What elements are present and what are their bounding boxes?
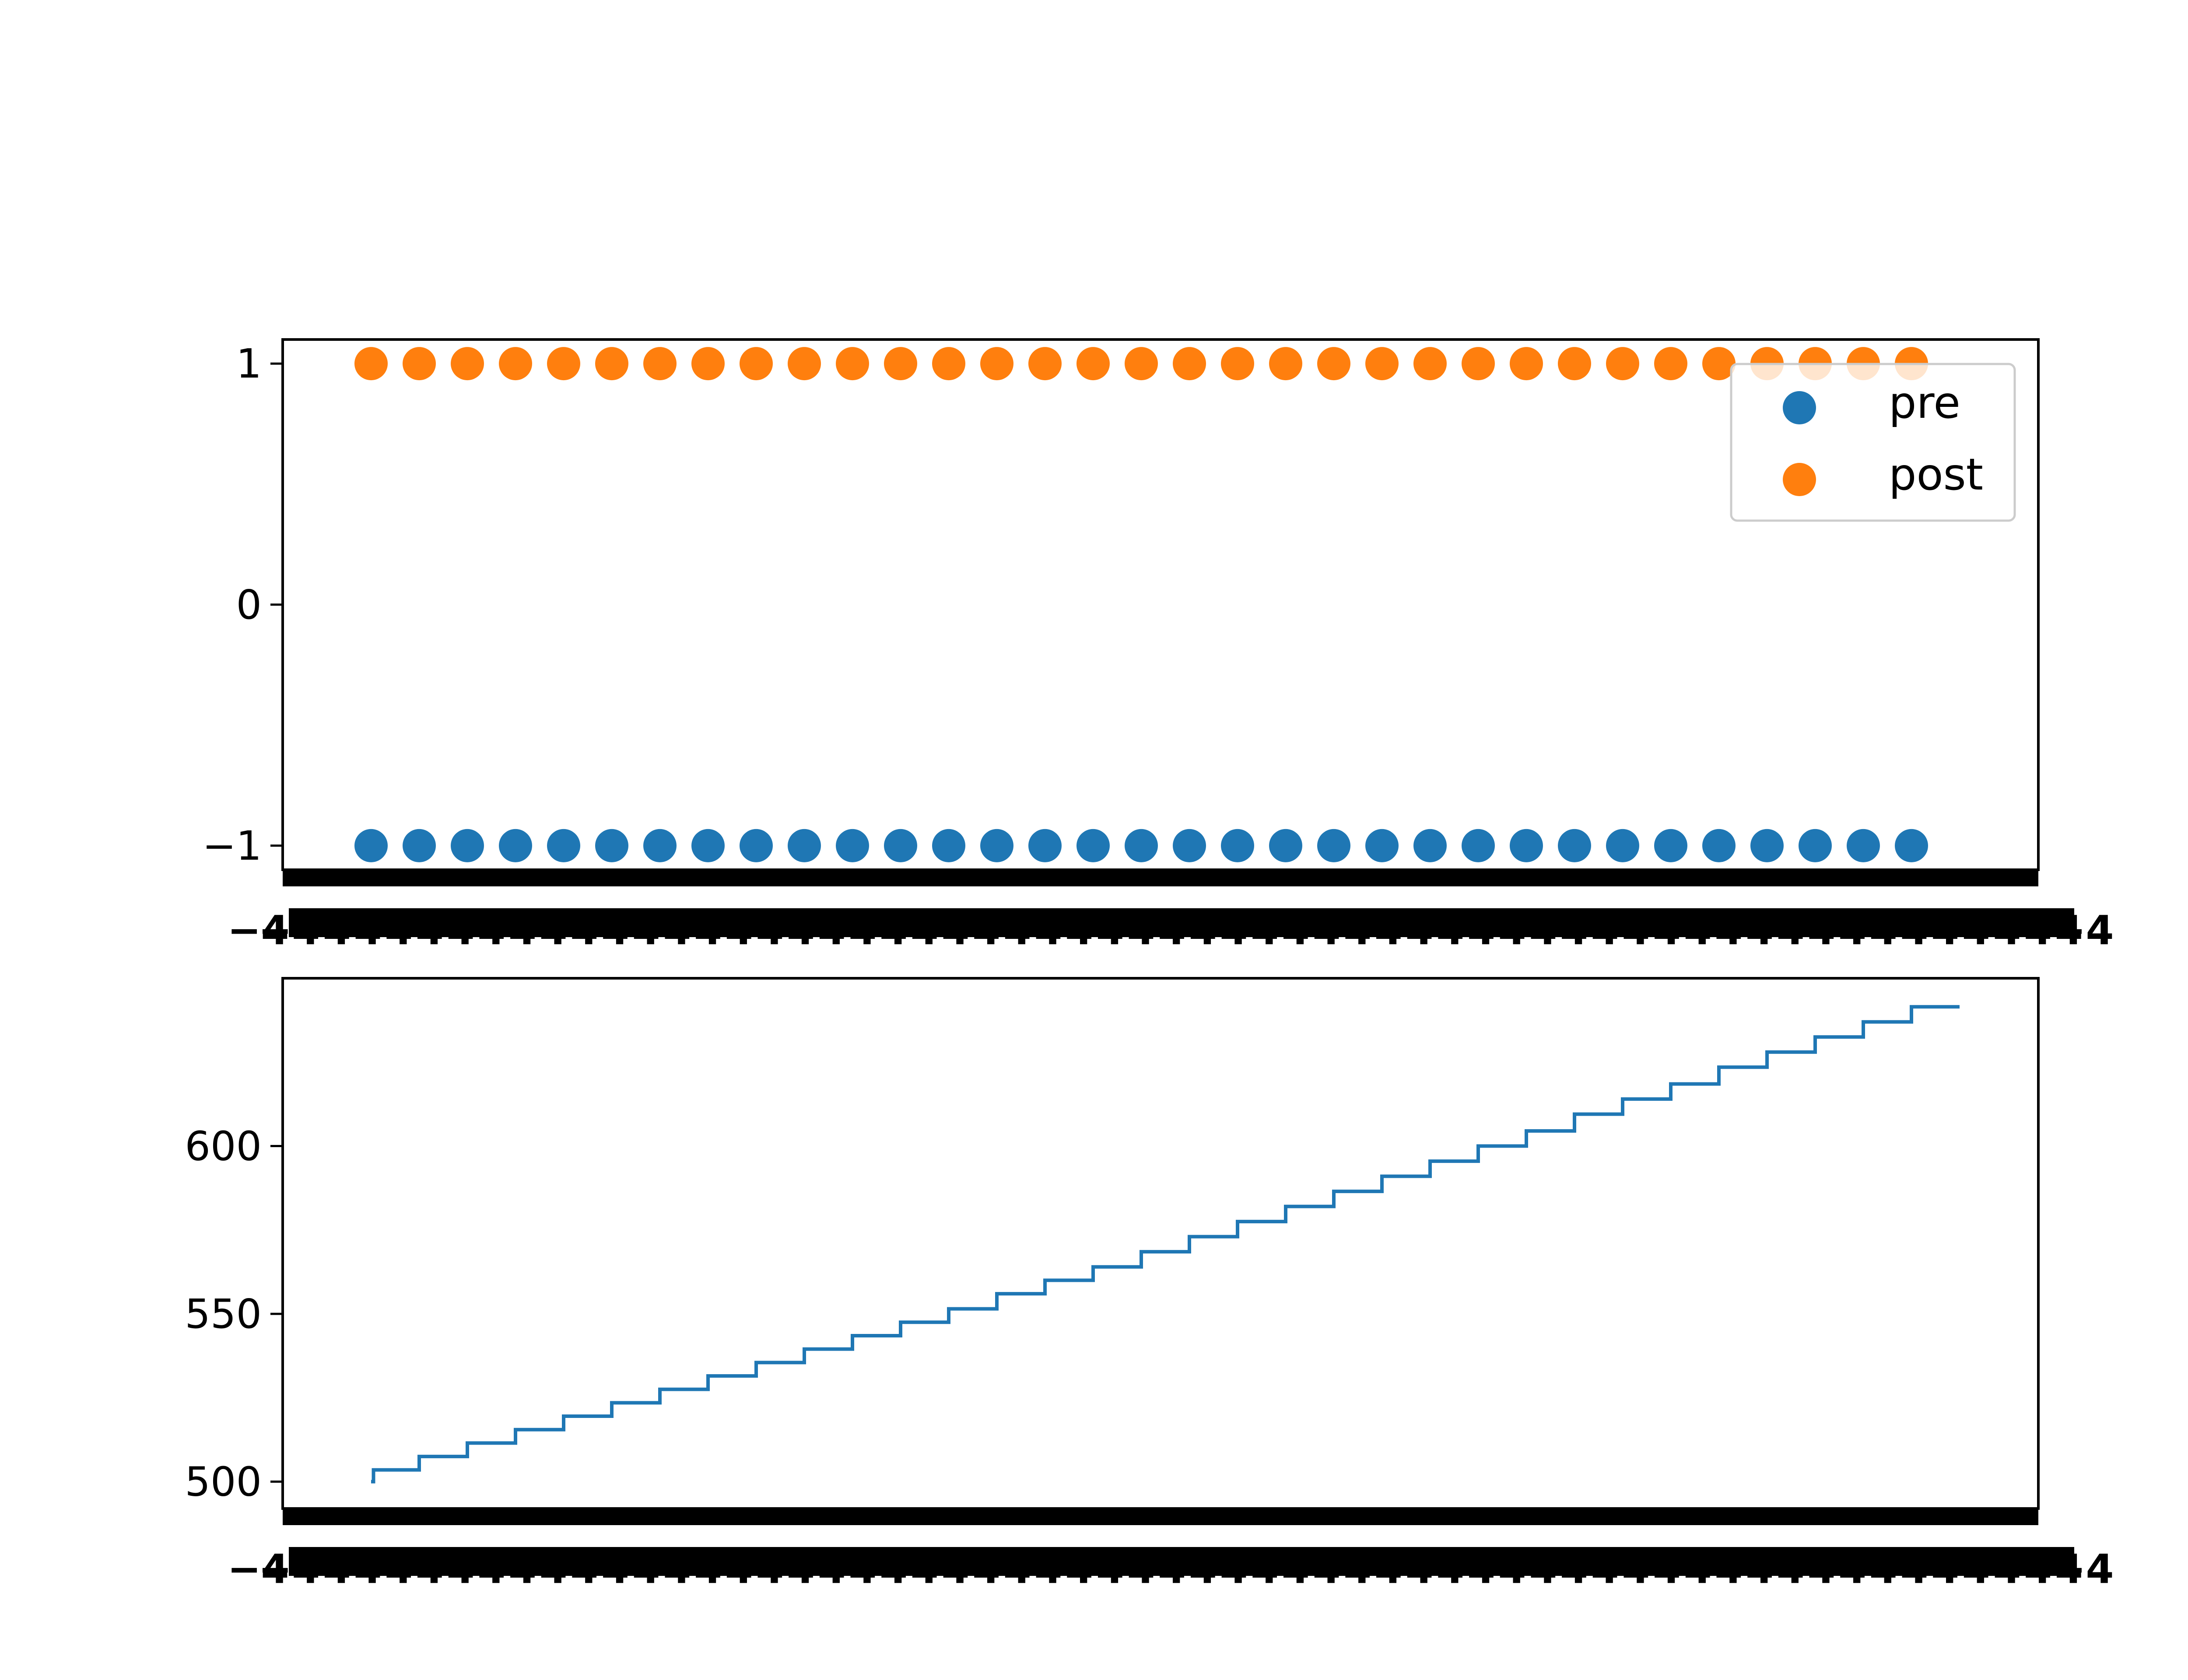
scatter-point-pre-21 (1365, 829, 1399, 862)
x-tick-label-overlap (289, 908, 2074, 937)
legend-marker-post (1783, 463, 1816, 496)
x-tick-label: −4 (227, 907, 289, 954)
scatter-point-post-13 (980, 347, 1013, 381)
scatter-point-pre-23 (1462, 829, 1495, 862)
scatter-point-post-7 (691, 347, 725, 381)
scatter-point-post-1 (403, 347, 436, 381)
scatter-point-pre-4 (547, 829, 580, 862)
scatter-point-pre-10 (836, 829, 869, 862)
scatter-point-post-5 (595, 347, 628, 381)
scatter-point-pre-27 (1654, 829, 1687, 862)
line-panel: −4−4−4−4−4−4−4−4−4−4−4−4−4−4−4−4−4−4−4−4… (185, 977, 2114, 1592)
top-axes-frame (281, 338, 2040, 871)
scatter-point-post-24 (1510, 347, 1543, 381)
scatter-point-post-16 (1125, 347, 1158, 381)
scatter-point-pre-1 (403, 829, 436, 862)
scatter-point-post-27 (1654, 347, 1687, 381)
scatter-point-post-4 (547, 347, 580, 381)
x-tick-label: −4 (227, 1546, 289, 1592)
scatter-point-pre-31 (1847, 829, 1880, 862)
scatter-point-pre-2 (451, 829, 484, 862)
scatter-point-pre-19 (1269, 829, 1302, 862)
scatter-point-pre-28 (1702, 829, 1736, 862)
scatter-point-post-19 (1269, 347, 1302, 381)
legend-label-pre: pre (1889, 377, 1960, 428)
scatter-point-post-10 (836, 347, 869, 381)
scatter-point-pre-12 (932, 829, 965, 862)
top-y-tick-label: 1 (236, 340, 262, 387)
scatter-point-pre-32 (1895, 829, 1928, 862)
bottom-x-ticks: −4−4−4−4−4−4−4−4−4−4−4−4−4−4−4−4−4−4−4−4… (227, 1509, 2114, 1592)
scatter-point-post-20 (1317, 347, 1350, 381)
scatter-point-post-12 (932, 347, 965, 381)
scatter-point-pre-30 (1799, 829, 1832, 862)
scatter-point-post-2 (451, 347, 484, 381)
scatter-point-post-26 (1606, 347, 1639, 381)
scatter-point-post-28 (1702, 347, 1736, 381)
scatter-point-post-11 (884, 347, 917, 381)
scatter-point-pre-24 (1510, 829, 1543, 862)
scatter-point-post-17 (1173, 347, 1206, 381)
scatter-point-post-6 (643, 347, 677, 381)
bottom-y-tick-label: 550 (185, 1291, 262, 1337)
bottom-y-ticks: 500 550 600 (185, 1123, 283, 1505)
x-tick-label-overlap (289, 1547, 2074, 1576)
top-scatter-points (354, 347, 1928, 862)
scatter-point-pre-20 (1317, 829, 1350, 862)
scatter-point-post-25 (1558, 347, 1591, 381)
scatter-point-post-21 (1365, 347, 1399, 381)
bottom-y-tick-label: 600 (185, 1123, 262, 1170)
x-tick-mark-band (283, 871, 2038, 886)
scatter-point-post-9 (788, 347, 821, 381)
step-line-series (371, 1005, 1960, 1484)
scatter-point-pre-26 (1606, 829, 1639, 862)
scatter-point-pre-16 (1125, 829, 1158, 862)
scatter-point-pre-9 (788, 829, 821, 862)
x-tick-mark-band (283, 1509, 2038, 1525)
top-x-ticks: −4−4−4−4−4−4−4−4−4−4−4−4−4−4−4−4−4−4−4−4… (227, 871, 2114, 954)
scatter-point-post-23 (1462, 347, 1495, 381)
bottom-y-tick-label: 500 (185, 1459, 262, 1505)
scatter-point-pre-29 (1750, 829, 1784, 862)
top-y-tick-label: −1 (202, 822, 262, 869)
scatter-point-pre-17 (1173, 829, 1206, 862)
scatter-point-pre-14 (1028, 829, 1062, 862)
scatter-point-pre-22 (1413, 829, 1447, 862)
scatter-point-pre-5 (595, 829, 628, 862)
scatter-point-pre-18 (1221, 829, 1254, 862)
legend-marker-pre (1783, 391, 1816, 424)
top-y-tick-label: 0 (236, 581, 262, 628)
bottom-axes-frame (281, 977, 2040, 1510)
scatter-point-pre-3 (499, 829, 532, 862)
scatter-point-pre-13 (980, 829, 1013, 862)
legend-label-post: post (1889, 449, 1983, 500)
scatter-point-post-18 (1221, 347, 1254, 381)
scatter-point-pre-15 (1076, 829, 1110, 862)
legend: pre post (1730, 363, 2016, 522)
scatter-panel: −4−4−4−4−4−4−4−4−4−4−4−4−4−4−4−4−4−4−4−4… (202, 338, 2114, 954)
scatter-point-pre-0 (354, 829, 388, 862)
top-y-ticks: −1 0 1 (202, 340, 283, 869)
scatter-point-post-22 (1413, 347, 1447, 381)
scatter-point-post-0 (354, 347, 388, 381)
scatter-point-post-3 (499, 347, 532, 381)
scatter-point-pre-11 (884, 829, 917, 862)
scatter-point-post-15 (1076, 347, 1110, 381)
scatter-point-post-14 (1028, 347, 1062, 381)
scatter-point-pre-6 (643, 829, 677, 862)
scatter-point-pre-8 (740, 829, 773, 862)
scatter-point-pre-7 (691, 829, 725, 862)
scatter-point-pre-25 (1558, 829, 1591, 862)
scatter-point-post-8 (740, 347, 773, 381)
